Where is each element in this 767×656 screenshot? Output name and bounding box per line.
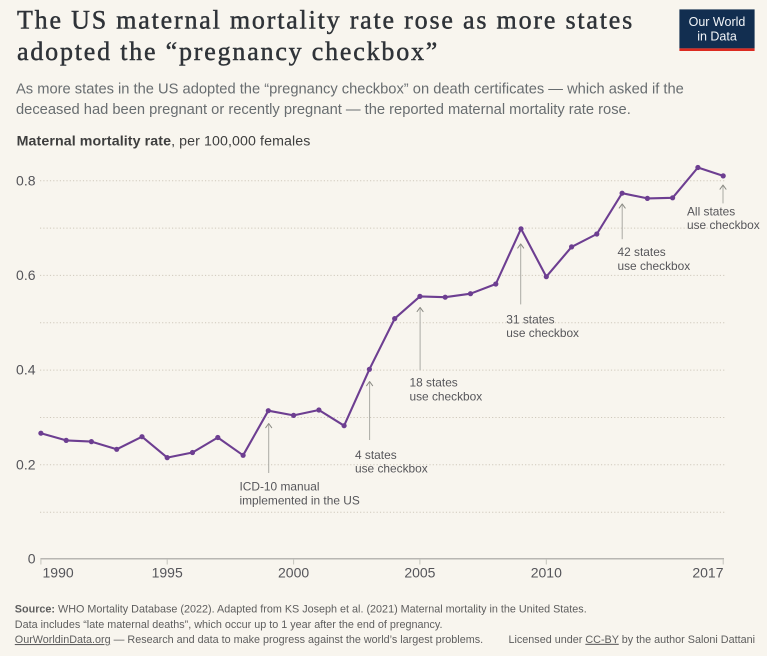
- svg-text:Source: WHO Mortality Database: Source: WHO Mortality Database (2022). A…: [15, 603, 587, 615]
- svg-text:Licensed under CC-BY by the au: Licensed under CC-BY by the author Salon…: [509, 634, 756, 646]
- svg-text:deceased had been pregnant or: deceased had been pregnant or recently p…: [16, 102, 631, 118]
- svg-text:2000: 2000: [278, 565, 309, 581]
- svg-text:adopted the “pregnancy checkbo: adopted the “pregnancy checkbox”: [17, 37, 439, 66]
- svg-text:The US maternal mortality rate: The US maternal mortality rate rose as m…: [17, 6, 634, 35]
- svg-text:1995: 1995: [152, 565, 183, 581]
- svg-text:1990: 1990: [43, 565, 74, 581]
- svg-text:2005: 2005: [404, 565, 435, 581]
- svg-text:0.6: 0.6: [16, 267, 36, 283]
- svg-text:As more states in the US adopt: As more states in the US adopted the “pr…: [16, 81, 684, 97]
- svg-text:2017: 2017: [692, 565, 723, 581]
- svg-text:0: 0: [28, 551, 36, 567]
- svg-text:0.8: 0.8: [16, 172, 36, 188]
- svg-text:Data includes “late maternal d: Data includes “late maternal deaths”, wh…: [15, 619, 443, 631]
- svg-text:Maternal mortality rate, per 1: Maternal mortality rate, per 100,000 fem…: [17, 133, 311, 149]
- svg-text:0.2: 0.2: [16, 456, 36, 472]
- svg-text:in Data: in Data: [697, 30, 737, 44]
- svg-text:Our World: Our World: [689, 15, 746, 29]
- svg-text:0.4: 0.4: [16, 362, 36, 378]
- svg-text:2010: 2010: [531, 565, 562, 581]
- svg-text:OurWorldinData.org — Research: OurWorldinData.org — Research and data t…: [15, 634, 483, 646]
